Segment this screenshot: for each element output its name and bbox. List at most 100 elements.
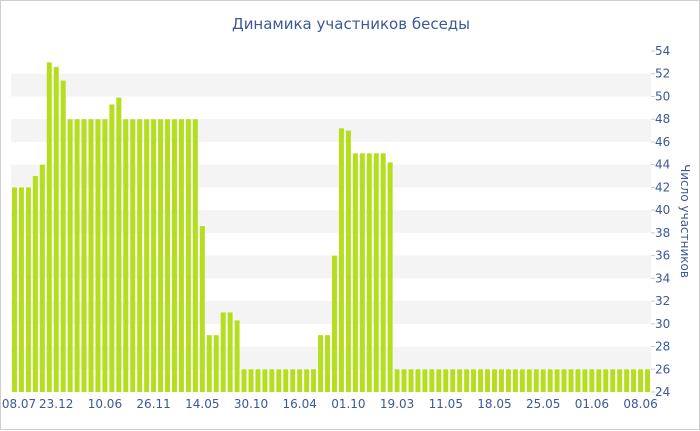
bar <box>443 369 449 392</box>
x-tick-label: 10.06 <box>88 397 122 411</box>
y-tick-label: 42 <box>655 180 670 194</box>
bar <box>359 153 365 392</box>
bar <box>192 119 198 392</box>
bar <box>380 153 386 392</box>
bar <box>11 187 17 392</box>
bar <box>116 97 122 392</box>
bar <box>589 369 595 392</box>
x-tick-label: 26.11 <box>136 397 170 411</box>
bar <box>547 369 553 392</box>
bar <box>366 153 372 392</box>
bar <box>491 369 497 392</box>
bar <box>645 369 651 392</box>
y-tick-label: 52 <box>655 67 670 81</box>
y-tick-label: 38 <box>655 226 670 240</box>
bar <box>123 119 129 392</box>
bar <box>53 66 59 392</box>
bar <box>568 369 574 392</box>
y-tick-label: 36 <box>655 249 670 263</box>
bar <box>331 255 337 392</box>
bar <box>318 335 324 392</box>
bar <box>234 320 240 392</box>
bar <box>46 62 52 392</box>
x-tick-label: 19.03 <box>380 397 414 411</box>
bar-series <box>11 62 651 393</box>
bar <box>297 369 303 392</box>
grid-band <box>11 119 651 142</box>
bar <box>478 369 484 392</box>
bar <box>338 128 344 392</box>
bar <box>582 369 588 392</box>
bar <box>387 162 393 392</box>
bar <box>373 153 379 392</box>
y-tick-label: 44 <box>655 158 670 172</box>
bar <box>220 312 226 392</box>
bar <box>394 369 400 392</box>
y-tick-label: 50 <box>655 89 670 103</box>
y-tick-label: 46 <box>655 135 670 149</box>
bar <box>603 369 609 392</box>
bar <box>262 369 268 392</box>
bar <box>171 119 177 392</box>
grid-band <box>11 346 651 370</box>
bar <box>206 335 212 392</box>
grid-bands <box>11 73 651 370</box>
bar <box>325 335 331 392</box>
chart-title: Динамика участников беседы <box>232 15 470 33</box>
grid-band <box>11 210 651 233</box>
bar <box>505 369 511 392</box>
y-tick-label: 28 <box>655 340 670 354</box>
grid-band <box>11 255 651 279</box>
bar <box>561 369 567 392</box>
bar <box>213 335 219 392</box>
bar <box>422 369 428 392</box>
bar <box>283 369 289 392</box>
bar <box>575 369 581 392</box>
y-axis-label: Число участников <box>678 164 692 278</box>
x-tick-label: 18.05 <box>477 397 511 411</box>
bar <box>512 369 518 392</box>
bar <box>290 369 296 392</box>
bar <box>109 104 115 392</box>
bar <box>185 119 191 392</box>
bar <box>88 119 94 392</box>
x-tick-label: 11.05 <box>429 397 463 411</box>
bar <box>269 369 275 392</box>
y-tick-label: 54 <box>655 44 670 58</box>
x-tick-label: 30.10 <box>234 397 268 411</box>
bar <box>25 187 31 392</box>
bar <box>311 369 317 392</box>
bar <box>457 369 463 392</box>
bar <box>352 153 358 392</box>
bar <box>450 369 456 392</box>
bar <box>526 369 532 392</box>
grid-band <box>11 73 651 97</box>
bar <box>130 119 136 392</box>
bar <box>401 369 407 392</box>
bar <box>485 369 491 392</box>
bar <box>199 226 205 392</box>
y-tick-label: 24 <box>655 385 670 399</box>
bar <box>304 369 310 392</box>
bar <box>533 369 539 392</box>
bar <box>81 119 87 392</box>
bar <box>276 369 282 392</box>
y-tick-label: 40 <box>655 203 670 217</box>
bar <box>18 187 24 392</box>
bar <box>610 369 616 392</box>
bar <box>617 369 623 392</box>
grid-band <box>11 164 651 188</box>
x-tick-label: 14.05 <box>185 397 219 411</box>
bar <box>102 119 108 392</box>
y-tick-label: 30 <box>655 317 670 331</box>
bar <box>596 369 602 392</box>
bar <box>255 369 261 392</box>
bar <box>248 369 254 392</box>
bar <box>227 312 233 392</box>
bar <box>158 119 164 392</box>
x-tick-label: 08.07 <box>2 397 36 411</box>
bar <box>39 164 45 392</box>
y-tick-label: 48 <box>655 112 670 126</box>
x-tick-label: 16.04 <box>283 397 317 411</box>
